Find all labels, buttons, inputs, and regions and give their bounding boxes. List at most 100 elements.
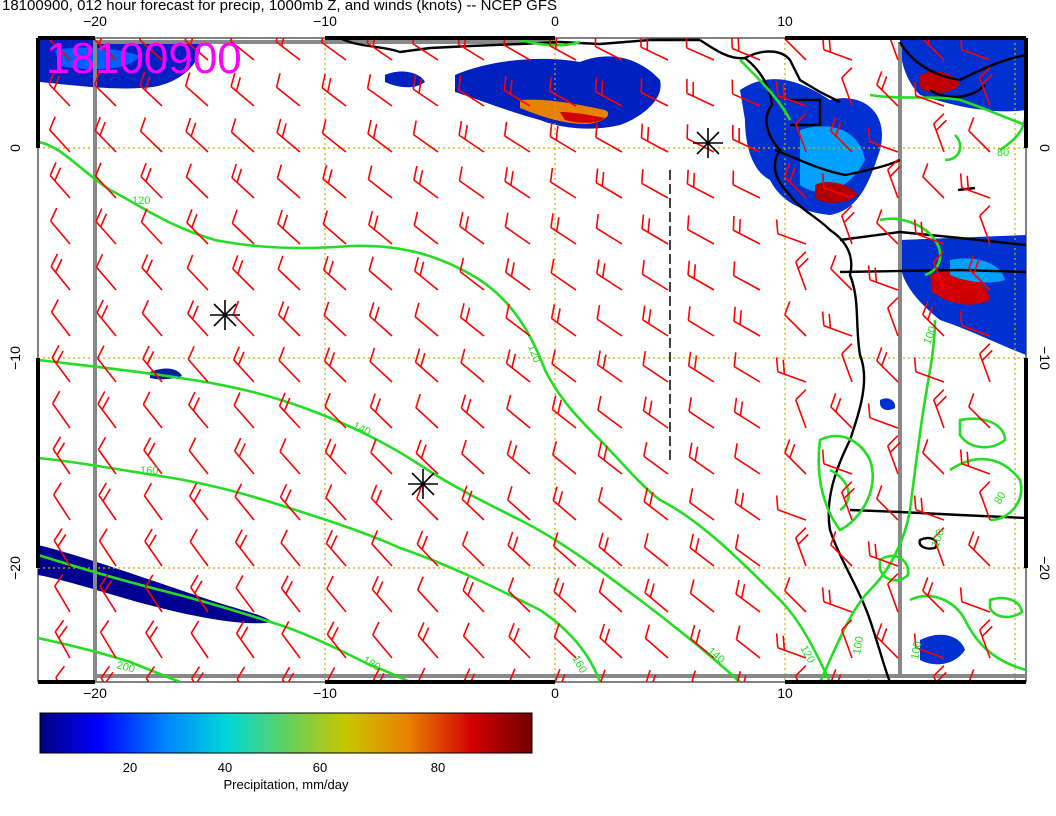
wind-barb bbox=[459, 212, 485, 245]
wind-barb bbox=[141, 254, 163, 291]
wind-barb bbox=[597, 441, 623, 475]
wind-barb bbox=[968, 531, 991, 567]
wind-barb bbox=[867, 403, 899, 429]
wind-barb bbox=[735, 579, 761, 613]
bottom-tick-label: 0 bbox=[551, 685, 559, 701]
wind-barb bbox=[731, 79, 761, 107]
wind-barb bbox=[188, 391, 209, 429]
wind-barb bbox=[689, 533, 715, 567]
wind-barb bbox=[322, 164, 347, 199]
wind-barb bbox=[99, 619, 117, 659]
wind-barb bbox=[550, 213, 577, 245]
wind-barb bbox=[959, 38, 991, 61]
wind-barb bbox=[95, 208, 117, 245]
wind-barb bbox=[688, 442, 715, 475]
wind-barb bbox=[821, 38, 853, 61]
wind-barb bbox=[413, 165, 439, 199]
wind-barb bbox=[139, 71, 163, 107]
wind-barb bbox=[414, 302, 439, 337]
wind-barb bbox=[784, 38, 807, 61]
wind-barb bbox=[320, 38, 347, 61]
wind-barb bbox=[640, 123, 669, 153]
wind-barb bbox=[922, 163, 945, 199]
wind-barb bbox=[233, 437, 255, 475]
wind-barb bbox=[462, 622, 485, 659]
wind-barb bbox=[281, 666, 301, 682]
wind-barb bbox=[506, 440, 531, 475]
wind-barb bbox=[52, 482, 71, 521]
wind-barb bbox=[187, 345, 209, 383]
wind-barb bbox=[324, 438, 347, 475]
wind-barb bbox=[733, 306, 761, 337]
wind-barb bbox=[459, 257, 485, 291]
wind-barb bbox=[685, 38, 715, 61]
wind-barb bbox=[731, 125, 761, 153]
wind-barb bbox=[325, 484, 347, 521]
wind-barb bbox=[876, 485, 899, 521]
contour-label: 120 bbox=[132, 195, 150, 207]
wind-barb bbox=[275, 38, 301, 61]
wind-barb bbox=[689, 579, 715, 613]
wind-barb bbox=[231, 163, 255, 199]
colorbar-gradient bbox=[39, 712, 533, 754]
contour-label: 80 bbox=[992, 490, 1009, 507]
bottom-tick-label: 10 bbox=[777, 685, 793, 701]
wind-barb bbox=[145, 666, 163, 682]
wind-barb bbox=[461, 485, 485, 521]
wind-barb bbox=[735, 625, 761, 659]
wind-barb bbox=[277, 255, 301, 291]
colorbar-tick: 40 bbox=[218, 760, 232, 775]
wind-barb bbox=[184, 72, 209, 107]
wind-barb bbox=[412, 74, 439, 107]
right-tick-label: −20 bbox=[1037, 556, 1053, 580]
contour-label: 100 bbox=[922, 325, 940, 346]
wind-barb bbox=[968, 255, 991, 291]
wind-barb bbox=[784, 301, 807, 337]
wind-barb bbox=[549, 167, 577, 199]
wind-barb bbox=[459, 303, 485, 337]
wind-barb bbox=[840, 67, 853, 107]
wind-barb bbox=[686, 169, 715, 199]
wind-barb bbox=[187, 300, 209, 337]
wind-barb bbox=[686, 124, 715, 153]
wind-barb bbox=[97, 436, 117, 475]
wind-barb bbox=[598, 578, 623, 613]
wind-barb bbox=[830, 531, 853, 567]
wind-barb bbox=[322, 210, 347, 245]
wind-barb bbox=[596, 259, 623, 291]
colorbar-tick: 60 bbox=[313, 760, 327, 775]
colorbar-tick: 20 bbox=[123, 760, 137, 775]
wind-barb bbox=[230, 118, 255, 153]
contour-label: 80 bbox=[997, 147, 1009, 159]
wind-barb bbox=[876, 209, 899, 245]
wind-barb bbox=[54, 619, 71, 659]
wind-barb bbox=[321, 73, 347, 107]
contour-label: 100 bbox=[930, 528, 948, 549]
wind-barb bbox=[100, 665, 117, 682]
wind-barb bbox=[141, 299, 163, 337]
wind-barb bbox=[460, 394, 485, 429]
wind-barb bbox=[368, 210, 393, 245]
wind-barb bbox=[458, 166, 485, 199]
wind-barb bbox=[734, 443, 761, 475]
wind-barb bbox=[597, 487, 623, 521]
right-tick-label: −10 bbox=[1037, 346, 1053, 370]
wind-barb bbox=[457, 38, 485, 61]
wind-barb bbox=[138, 38, 163, 61]
wind-barb bbox=[643, 442, 669, 475]
contour-east-7 bbox=[988, 596, 1024, 619]
contour-ne-2 bbox=[944, 134, 962, 162]
precip-areas bbox=[38, 40, 1026, 665]
precip-blob-north-center bbox=[455, 56, 661, 129]
wind-barb bbox=[551, 349, 577, 383]
wind-barb bbox=[552, 486, 577, 521]
wind-barb bbox=[145, 620, 163, 659]
wind-barb bbox=[959, 587, 991, 613]
wind-barb bbox=[506, 486, 531, 521]
wind-barb bbox=[94, 116, 117, 153]
wind-barb bbox=[370, 438, 393, 475]
top-tick-label: 0 bbox=[551, 13, 559, 29]
wind-barb bbox=[51, 390, 71, 429]
wind-barb bbox=[280, 529, 301, 567]
